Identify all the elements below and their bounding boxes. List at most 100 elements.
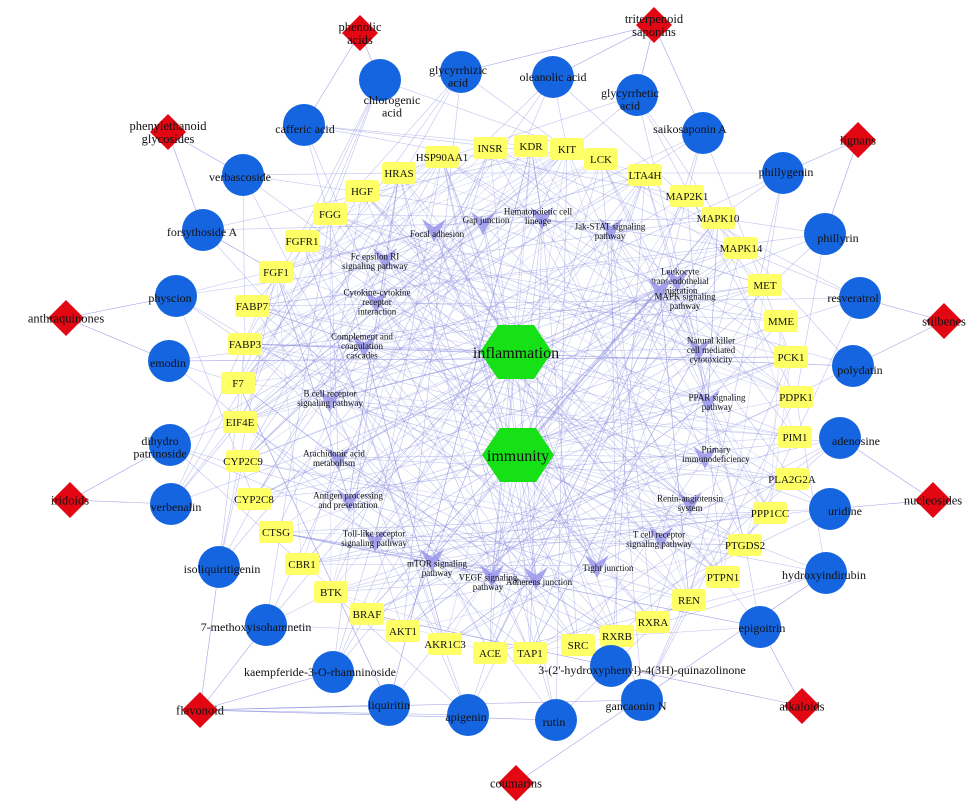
target-node[interactable]: BRAF [350,603,384,625]
ingredient-node[interactable]: polydatin [832,345,883,387]
category-node[interactable]: triterpenoid saponins [625,7,684,43]
target-node[interactable]: ACE [473,642,507,664]
target-node[interactable]: REN [672,589,706,611]
target-node[interactable]: TAP1 [513,642,547,664]
ingredient-node[interactable]: verbenalin [150,483,201,525]
pathway-node[interactable]: Complement and coagulation cascades [331,332,393,361]
pathway-node[interactable]: Antigen processing and presentation [313,489,383,512]
target-node[interactable]: EIF4E [223,411,257,433]
pathway-node[interactable]: Arachidonic acid metabolism [303,447,365,470]
ingredient-node[interactable]: physcion [148,275,197,317]
category-node[interactable]: flavonoid [176,692,225,728]
pathway-node[interactable]: T cell receptor signaling pathway [626,527,692,550]
target-node[interactable]: PLA2G2A [768,468,816,490]
pathway-node[interactable]: Toll-like receptor signaling pathway [341,528,407,552]
target-node[interactable]: AKT1 [386,620,420,642]
target-node[interactable]: FABP3 [228,333,262,355]
ingredient-node[interactable]: 3-(2'-hydroxyphenyl)-4(3H)-quinazolinone [538,645,746,687]
target-node[interactable]: BTK [314,581,348,603]
ingredient-node[interactable]: liquiritin [368,684,410,726]
category-node[interactable]: stilbenes [922,303,966,339]
pathway-node[interactable]: Natural killer cell mediated cytotoxicity [687,336,736,365]
pathway-node[interactable]: Jak-STAT signaling pathway [575,218,646,241]
ingredient-node[interactable]: phillygenin [759,152,814,194]
target-node[interactable]: KDR [514,135,548,157]
ingredient-node[interactable]: kaempferide-3-O-rhamninoside [244,651,396,693]
pathway-node[interactable]: Tight junction [583,555,634,578]
category-node[interactable]: iridoids [51,482,89,518]
target-node[interactable]: MAPK10 [697,207,740,229]
target-node[interactable]: PDPK1 [779,386,813,408]
ingredient-node[interactable]: chlorogenic acid [359,59,420,120]
category-node[interactable]: nucleosides [904,482,962,518]
target-node[interactable]: MME [764,310,798,332]
target-node[interactable]: PPP1CC [751,502,790,524]
ingredient-node[interactable]: epigoitrin [739,606,786,648]
target-node[interactable]: CTSG [259,521,293,543]
disease-node[interactable]: inflammation [473,325,559,379]
pathway-node[interactable]: Leukocyte transendothelial migration [651,267,709,296]
ingredient-node[interactable]: glycyrrhizic acid [429,51,487,93]
pathway-node[interactable]: Gap junction [463,212,510,235]
pathway-node[interactable]: Primary immunodeficiency [682,444,750,469]
ingredient-node[interactable]: 7-methoxyisohamnetin [201,604,312,646]
ingredient-node[interactable]: gancaonin N [606,679,667,721]
target-node[interactable]: MAP2K1 [666,185,709,207]
category-node[interactable]: lignans [840,122,876,158]
ingredient-node[interactable]: adenosine [819,417,880,459]
pathway-node[interactable]: Adherens junction [506,567,573,590]
ingredient-node[interactable]: phillyrin [804,213,859,255]
ingredient-node[interactable]: uridine [809,488,862,530]
target-node[interactable]: CBR1 [285,553,319,575]
pathway-node[interactable]: Focal adhesion [410,219,465,242]
disease-node[interactable]: immunity [482,428,554,482]
pathway-node[interactable]: B cell receptor signaling pathway [297,388,363,412]
category-node[interactable]: phenylethanoid glycosides [129,114,207,150]
pathway-node[interactable]: mTOR signaling pathway [407,549,468,578]
target-node[interactable]: PTPN1 [706,566,740,588]
target-node[interactable]: FABP7 [235,295,269,317]
ingredient-node[interactable]: cafferic acid [275,104,335,146]
target-node[interactable]: FGG [313,203,347,225]
target-node[interactable]: PIM1 [778,426,812,448]
pathway-node[interactable]: PPAR signaling pathway [689,390,746,413]
ingredient-node[interactable]: glycyrrhetic acid [601,74,659,116]
ingredient-node[interactable]: isoliquiritigenin [184,546,261,588]
ingredient-node[interactable]: forsythoside A [167,209,238,251]
pathway-node[interactable]: Hematopoietic cell lineage [504,206,573,230]
ingredient-node[interactable]: saikosaponin A [653,112,727,154]
pathway-node[interactable]: Fc epsilon RI signaling pathway [342,248,408,271]
pathway-node[interactable]: MAPK signaling pathway [648,278,716,311]
ingredient-node[interactable]: dihydro patrinoside [133,424,191,466]
ingredient-node[interactable]: verbascoside [209,154,271,196]
target-node[interactable]: RXRA [636,611,670,633]
target-node[interactable]: CYP2C9 [223,450,263,472]
target-node[interactable]: KIT [550,138,584,160]
target-node[interactable]: HRAS [382,162,416,184]
target-node[interactable]: SRC [561,634,595,656]
target-node[interactable]: F7 [221,372,255,394]
category-node[interactable]: coumarins [490,765,542,801]
category-node[interactable]: phenolic acids [338,15,382,51]
ingredient-node[interactable]: apigenin [445,694,489,736]
target-node[interactable]: LCK [584,148,618,170]
target-node[interactable]: FGFR1 [285,230,319,252]
target-node[interactable]: INSR [473,137,507,159]
target-node[interactable]: MET [748,274,782,296]
target-node[interactable]: CYP2C8 [234,488,274,510]
ingredient-node[interactable]: oleanolic acid [520,56,587,98]
pathway-node[interactable]: Cytokine-cytokine receptor interaction [344,288,411,317]
ingredient-node[interactable]: hydroxyindirubin [782,552,866,594]
target-node[interactable]: PTGDS2 [725,534,765,556]
ingredient-node[interactable]: emodin [148,340,190,382]
pathway-node[interactable]: Renin-angiotensin system [657,492,723,515]
ingredient-node[interactable]: rutin [535,699,577,741]
target-node[interactable]: RXRB [600,625,634,647]
target-node[interactable]: HSP90AA1 [416,146,469,168]
target-node[interactable]: PCK1 [774,346,808,368]
target-node[interactable]: MAPK14 [720,237,763,259]
ingredient-node[interactable]: resveratrol [827,277,881,319]
category-node[interactable]: anthraquinones [28,300,105,336]
pathway-node[interactable]: VEGF signaling pathway [459,565,518,592]
target-node[interactable]: LTA4H [628,164,662,186]
